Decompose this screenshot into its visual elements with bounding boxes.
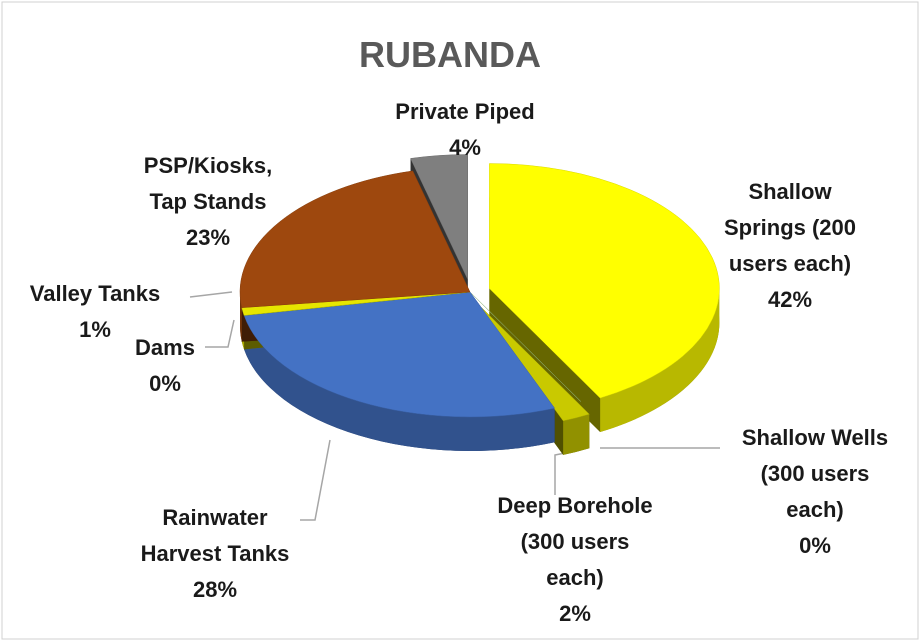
slice	[243, 291, 556, 418]
slice	[410, 154, 468, 280]
leader-line	[189, 291, 233, 298]
percent-label: 2%	[559, 601, 591, 626]
data-label: Private Piped 4%	[370, 94, 560, 166]
percent-label: 23%	[185, 225, 231, 250]
percent-label: 4%	[449, 135, 481, 160]
data-label: Deep Borehole (300 users each) 2%	[490, 488, 660, 632]
percent-label: 28%	[192, 577, 238, 602]
category-label: Private Piped	[395, 99, 535, 124]
pie	[239, 154, 720, 455]
data-label: Valley Tanks 1%	[0, 276, 190, 348]
category-label: PSP/Kiosks, Tap Stands	[143, 153, 273, 214]
slice	[239, 170, 471, 308]
percent-label: 1%	[79, 317, 111, 342]
percent-label: 0%	[799, 533, 831, 558]
data-label: Rainwater Harvest Tanks 28%	[120, 500, 310, 608]
category-label: Valley Tanks	[29, 281, 161, 306]
category-label: Rainwater Harvest Tanks	[140, 505, 290, 566]
leader-line	[205, 319, 235, 348]
slice-side	[563, 414, 590, 455]
data-label: Dams 0%	[70, 330, 260, 402]
data-label: Shallow Wells (300 users each) 0%	[730, 420, 900, 564]
category-label: Dams	[135, 335, 195, 360]
chart-title: RUBANDA	[359, 34, 541, 75]
category-label: Shallow Springs (200 users each)	[723, 179, 857, 276]
data-label: PSP/Kiosks, Tap Stands 23%	[128, 148, 288, 256]
slice-side	[600, 288, 720, 433]
category-label: Deep Borehole (300 users each)	[497, 493, 653, 590]
slice	[478, 304, 590, 422]
category-label: Shallow Wells (300 users each)	[741, 425, 889, 522]
data-label: Shallow Springs (200 users each) 42%	[705, 174, 875, 318]
slice	[489, 163, 720, 399]
leader-line	[300, 439, 331, 521]
slice-side	[240, 292, 242, 342]
slice	[469, 291, 581, 402]
percent-label: 0%	[149, 371, 181, 396]
slice-wall	[489, 288, 601, 433]
percent-label: 42%	[767, 287, 813, 312]
